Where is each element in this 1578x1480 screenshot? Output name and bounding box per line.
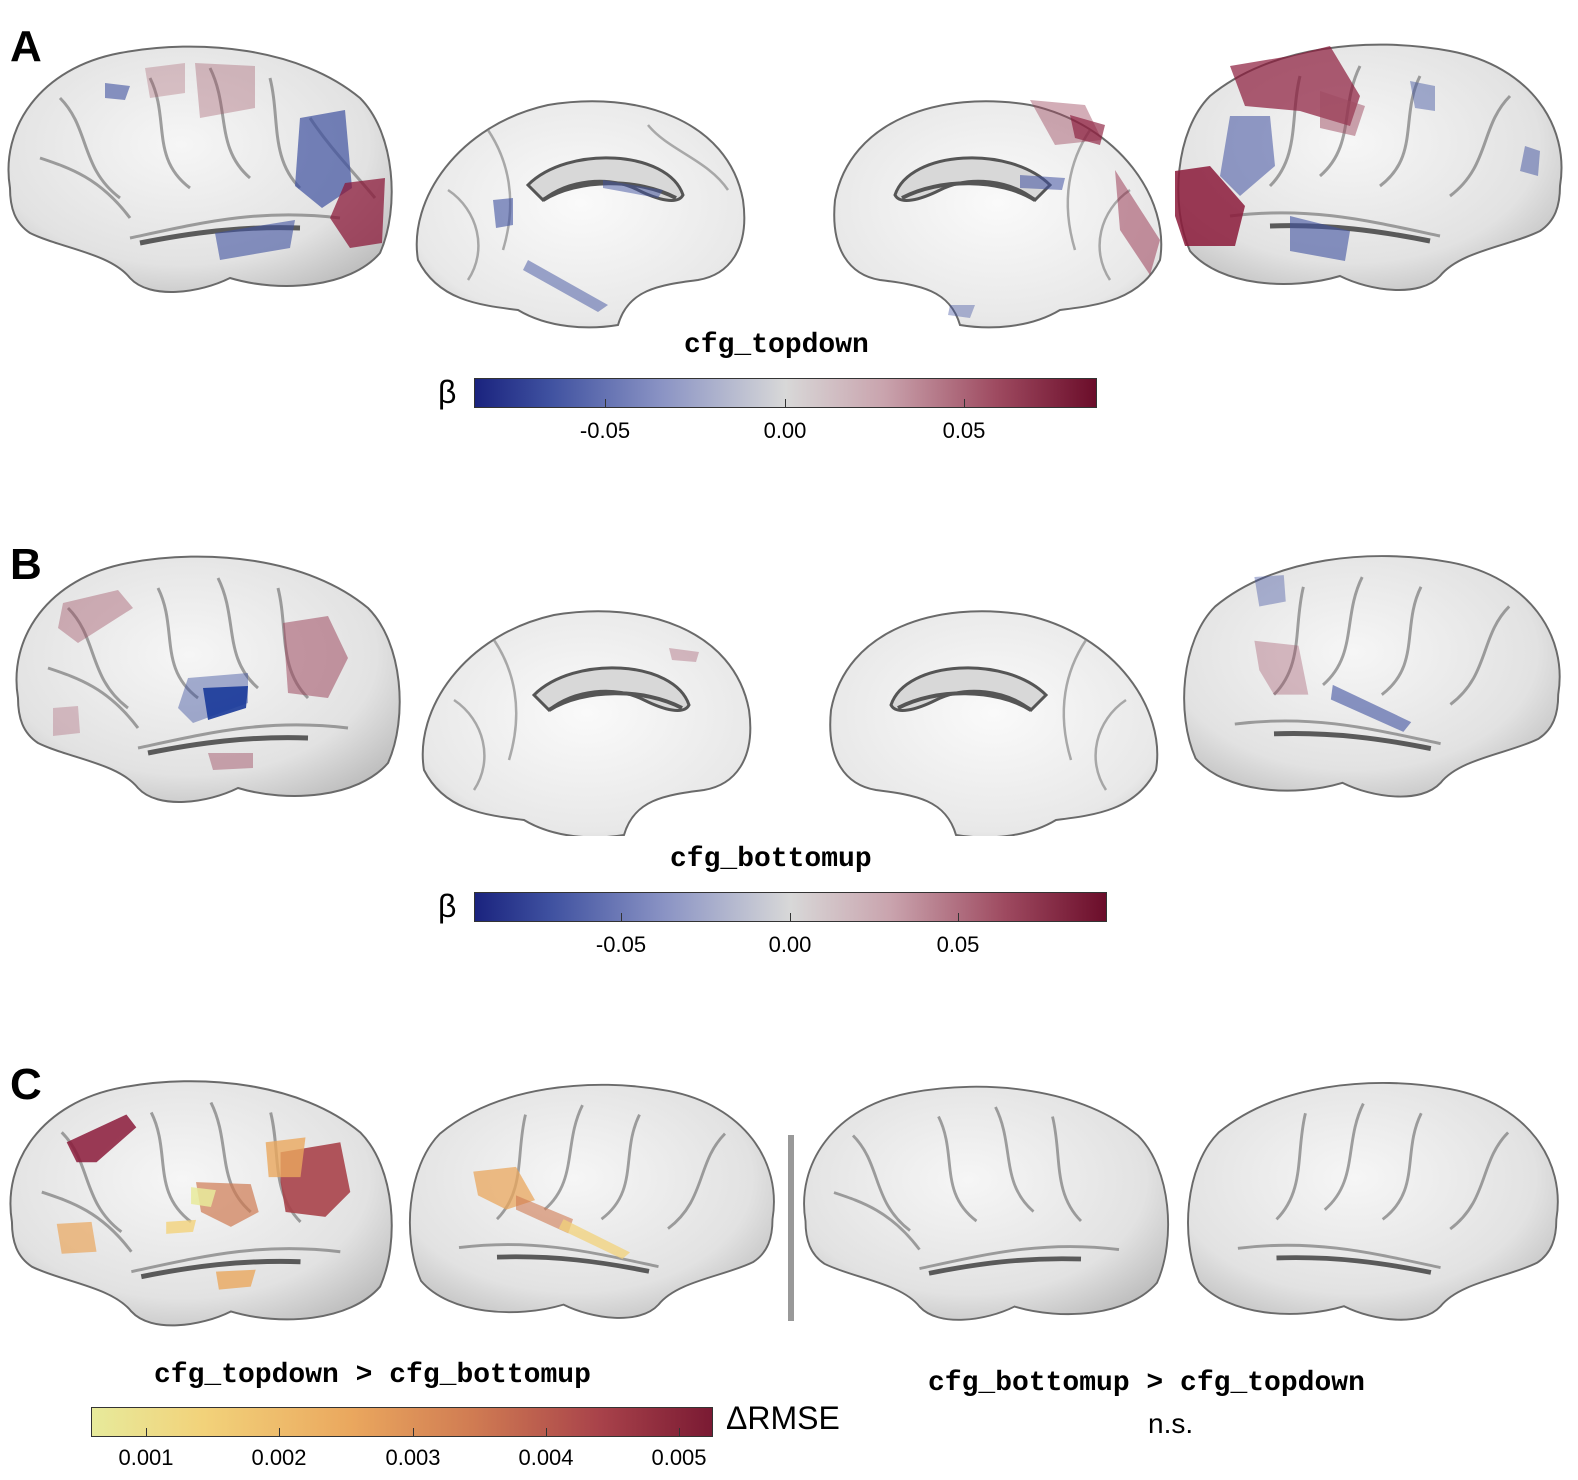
panel-c-bottomup-right-brain — [1187, 1082, 1559, 1321]
panel-a-tick — [605, 399, 606, 408]
panel-b-colorbar-label: β — [438, 888, 457, 924]
panel-c-topdown-right-brain — [408, 1083, 775, 1319]
panel-c-topdown-left-brain — [9, 1080, 393, 1327]
panel-c-tick — [546, 1428, 547, 1437]
panel-c-tick-label: 0.004 — [518, 1445, 574, 1470]
panel-a-colorbar-label: β — [438, 374, 457, 410]
panel-c-topdown-right-clusters — [473, 1166, 630, 1259]
panel-c-tick — [679, 1428, 680, 1437]
panel-c-tick — [279, 1428, 280, 1437]
panel-b-tick — [621, 913, 622, 922]
panel-a-tick-label: 0.00 — [763, 418, 807, 443]
panel-a-tick — [785, 399, 786, 408]
panel-a-tick-label: 0.05 — [942, 418, 986, 443]
panel-b-tick-label: -0.05 — [595, 932, 647, 957]
panel-a-right-lateral-brain — [1175, 43, 1563, 291]
panel-c-tick-label: 0.001 — [118, 1445, 174, 1470]
panel-c-bottomup-left-brain — [803, 1085, 1170, 1321]
panel-b-left-medial-clusters — [669, 648, 699, 662]
panel-b-left-lateral-clusters — [53, 590, 348, 770]
panel-b-title: cfg_bottomup — [670, 844, 872, 875]
panel-b-left-medial-brain — [421, 610, 752, 836]
panel-a-left-lateral-clusters — [105, 63, 385, 260]
panel-c-tick — [413, 1428, 414, 1437]
panel-a-right-medial-brain — [833, 100, 1163, 329]
panel-a-right-lateral-clusters — [1175, 46, 1540, 261]
panel-a-letter: A — [10, 22, 42, 71]
panel-b-left-lateral-brain — [15, 555, 401, 803]
panel-c-divider — [788, 1135, 794, 1321]
panel-b-tick-label: 0.05 — [936, 932, 980, 957]
panel-a-title: cfg_topdown — [684, 330, 869, 361]
panel-c-left-title: cfg_topdown > cfg_bottomup — [154, 1360, 591, 1391]
panel-b-tick-label: 0.00 — [768, 932, 812, 957]
panel-a-tick-label: -0.05 — [579, 418, 631, 443]
panel-c-tick — [146, 1428, 147, 1437]
panel-c-ns-note: n.s. — [1148, 1408, 1194, 1439]
panel-b-right-medial-brain — [829, 610, 1159, 836]
panel-b-letter: B — [10, 540, 42, 589]
panel-c-colorbar-label: ΔRMSE — [726, 1400, 840, 1436]
panel-c-tick-label: 0.002 — [251, 1445, 307, 1470]
panel-a-left-medial-brain — [415, 100, 746, 329]
panel-a-right-medial-clusters — [948, 100, 1160, 318]
panel-b-tick — [958, 913, 959, 922]
panel-a-left-lateral-brain — [7, 45, 393, 293]
panel-c-colorbar — [91, 1407, 713, 1437]
panel-c-topdown-left-clusters — [56, 1114, 351, 1290]
panel-c-right-title: cfg_bottomup > cfg_topdown — [928, 1368, 1365, 1399]
panel-b-tick — [790, 913, 791, 922]
panel-c-tick-label: 0.005 — [651, 1445, 707, 1470]
panel-b-right-lateral-brain — [1183, 555, 1561, 798]
panel-a-left-medial-clusters — [493, 180, 663, 312]
panel-c-tick-label: 0.003 — [385, 1445, 441, 1470]
panel-a-tick — [964, 399, 965, 408]
panel-b-right-lateral-clusters — [1254, 575, 1412, 732]
panel-c-letter: C — [10, 1060, 42, 1109]
